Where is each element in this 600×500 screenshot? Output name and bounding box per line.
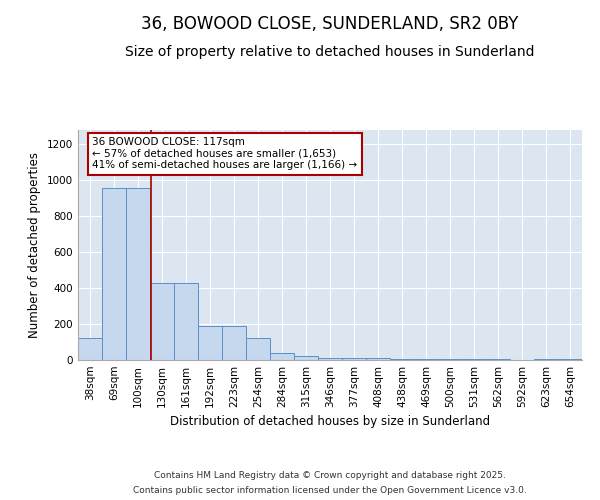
Bar bbox=[414, 359, 438, 360]
Bar bbox=[126, 188, 150, 360]
Bar bbox=[198, 326, 222, 360]
Bar bbox=[150, 282, 174, 360]
Bar bbox=[366, 358, 390, 360]
Text: Contains HM Land Registry data © Crown copyright and database right 2025.: Contains HM Land Registry data © Crown c… bbox=[154, 471, 506, 480]
Bar bbox=[318, 358, 342, 360]
Bar bbox=[342, 358, 366, 360]
Bar bbox=[438, 359, 462, 360]
Text: Size of property relative to detached houses in Sunderland: Size of property relative to detached ho… bbox=[125, 45, 535, 59]
Text: Contains public sector information licensed under the Open Government Licence v3: Contains public sector information licen… bbox=[133, 486, 527, 495]
Bar bbox=[222, 326, 246, 360]
Bar bbox=[78, 338, 102, 360]
Bar bbox=[246, 338, 270, 360]
Bar bbox=[462, 359, 486, 360]
Bar bbox=[486, 359, 510, 360]
X-axis label: Distribution of detached houses by size in Sunderland: Distribution of detached houses by size … bbox=[170, 416, 490, 428]
Bar bbox=[390, 359, 414, 360]
Bar bbox=[294, 356, 318, 360]
Bar bbox=[558, 358, 582, 360]
Bar bbox=[174, 282, 198, 360]
Bar bbox=[534, 358, 558, 360]
Y-axis label: Number of detached properties: Number of detached properties bbox=[28, 152, 41, 338]
Text: 36 BOWOOD CLOSE: 117sqm
← 57% of detached houses are smaller (1,653)
41% of semi: 36 BOWOOD CLOSE: 117sqm ← 57% of detache… bbox=[92, 137, 358, 170]
Bar bbox=[270, 353, 294, 360]
Text: 36, BOWOOD CLOSE, SUNDERLAND, SR2 0BY: 36, BOWOOD CLOSE, SUNDERLAND, SR2 0BY bbox=[142, 15, 518, 33]
Bar bbox=[102, 188, 126, 360]
